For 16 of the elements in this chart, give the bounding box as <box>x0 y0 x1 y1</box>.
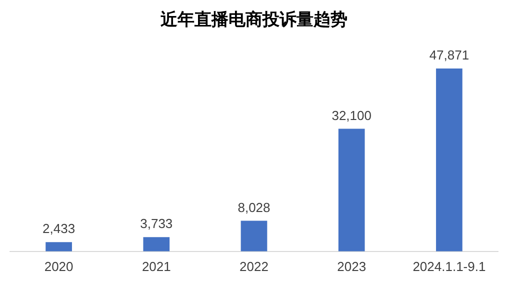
data-label: 8,028 <box>238 200 270 215</box>
data-label: 3,733 <box>140 216 173 232</box>
data-label: 47,871 <box>429 48 470 63</box>
data-label: 32,100 <box>332 108 372 123</box>
chart-title: 近年直播电商投诉量趋势 <box>160 10 348 29</box>
bar <box>436 68 462 252</box>
bar <box>338 128 365 252</box>
bar <box>143 237 170 252</box>
data-label: 2,433 <box>42 221 76 236</box>
x-tick-label: 2020 <box>44 258 74 274</box>
x-tick-label: 2023 <box>337 258 366 274</box>
bar <box>240 220 268 252</box>
x-tick-label: 2021 <box>142 258 171 274</box>
x-tick-label: 2024.1.1-9.1 <box>412 258 486 274</box>
x-tick-label: 2022 <box>240 258 268 274</box>
bar <box>46 242 72 252</box>
